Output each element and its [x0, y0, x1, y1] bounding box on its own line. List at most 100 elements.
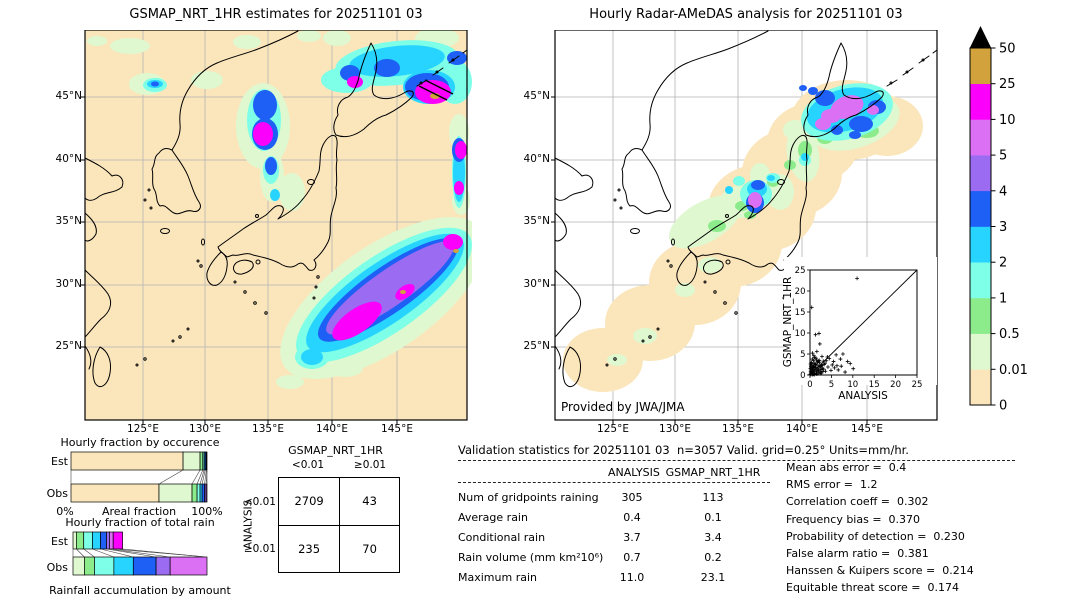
- scatter-point: [815, 360, 820, 364]
- x-tick-label: 130°E: [189, 423, 221, 435]
- stats-row-value: 0.7: [623, 550, 641, 564]
- scatter-point: [810, 357, 815, 361]
- scatter-point: [835, 363, 839, 368]
- total-rain-stacked-bars: [72, 531, 208, 576]
- y-tick-label: 35°N: [55, 215, 82, 227]
- colorbar-segment: [970, 190, 991, 227]
- stats-row: Num of gridpoints raining 305 113: [458, 487, 770, 507]
- scatter-point: [831, 359, 836, 364]
- precip-blob: [808, 87, 818, 95]
- scatter-point: [832, 365, 837, 370]
- scatter-point: [810, 351, 815, 356]
- precip-blob: [733, 176, 745, 186]
- bar-segment: [92, 531, 101, 550]
- precip-blob: [815, 90, 835, 106]
- x-tick-label: 145°E: [381, 423, 413, 435]
- cell-ny: 43: [339, 477, 400, 526]
- right-map-border: [554, 30, 938, 421]
- total-rain-fraction-chart: Hourly fraction of total rain Est Obs Ra…: [47, 516, 232, 597]
- precip-blob: [253, 122, 273, 146]
- scatter-point: [820, 369, 825, 374]
- precip-blob: [767, 175, 775, 181]
- precip-blob: [801, 153, 809, 161]
- credit-text: Provided by JWA/JMA: [561, 400, 685, 414]
- precip-blob: [725, 186, 733, 194]
- precip-blob: [279, 173, 305, 211]
- precip-blob: [744, 211, 756, 219]
- stats-row-value: 11.0: [619, 570, 645, 584]
- col-label-ge: ≥0.01: [353, 459, 387, 471]
- inset-y-ticklabel: 0: [800, 371, 805, 381]
- stats-row-value: 23.1: [700, 570, 726, 584]
- scatter-point: [814, 357, 819, 362]
- precip-blob: [323, 30, 351, 46]
- bar-segment: [113, 556, 134, 576]
- scatter-point: [821, 367, 826, 372]
- x-tick-label: 145°E: [851, 423, 883, 435]
- scatter-point: [821, 359, 826, 364]
- stats-row: Maximum rain 11.0 23.1: [458, 567, 770, 587]
- bar-segment: [112, 531, 123, 550]
- x-max-label: 100%: [191, 505, 222, 518]
- bar-segment: [100, 531, 107, 550]
- occurrence-chart-title: Hourly fraction by occurence: [61, 436, 220, 449]
- bar-segment: [191, 483, 198, 503]
- colorbar-tick-label: 0.01: [999, 363, 1028, 378]
- precip-blob: [347, 76, 363, 88]
- row-label-ge: ≥0.01: [243, 543, 276, 555]
- colorbar-segment: [970, 333, 991, 370]
- scatter-point: [814, 349, 819, 354]
- scatter-point: [814, 356, 818, 361]
- bar-segment: [201, 483, 205, 503]
- precip-blob: [233, 35, 261, 49]
- bar-segment: [205, 451, 208, 471]
- validation-title: Validation statistics for 20251101 03 n=…: [458, 443, 1015, 461]
- score-line: Equitable threat score = 0.174: [786, 581, 959, 595]
- bar-segment: [83, 531, 93, 550]
- y-tick-label: 30°N: [523, 278, 550, 290]
- precip-blob: [151, 81, 159, 87]
- left-map-title: GSMAP_NRT_1HR estimates for 20251101 03: [129, 7, 423, 22]
- stats-row-value: 0.4: [623, 510, 641, 524]
- x-tick-label: 130°E: [659, 423, 691, 435]
- scatter-point: [818, 371, 823, 376]
- colorbar-tick-label: 25: [999, 77, 1016, 92]
- skill-scores: Mean abs error = 0.4 RMS error = 1.2 Corre…: [786, 461, 974, 599]
- colorbar-tick-label: 2: [999, 256, 1007, 271]
- bar-segment: [70, 483, 160, 503]
- connector-line: [76, 548, 85, 558]
- connector-line: [92, 548, 114, 558]
- colorbar-tick-label: 3: [999, 220, 1007, 235]
- scatter-point: [845, 359, 850, 364]
- x-tick-label: 125°E: [597, 423, 629, 435]
- stats-row-label: Rain volume (mm km²10⁶): [458, 550, 604, 564]
- left-map-ticks: [81, 96, 398, 424]
- colorbar-segment: [970, 369, 991, 406]
- precip-blob: [430, 93, 440, 99]
- est-row-label: Est: [51, 455, 69, 468]
- x-tick-label: 140°E: [786, 423, 818, 435]
- precip-blob: [675, 283, 695, 297]
- contingency-table: GSMAP_NRT_1HR <0.01 ≥0.01 ANALYSIS <0.01…: [238, 440, 416, 588]
- precip-blob: [849, 116, 873, 132]
- precip-blob: [831, 125, 843, 135]
- colorbar-segment: [970, 119, 991, 156]
- scatter-point: [820, 354, 824, 359]
- cell-yn: 235: [277, 524, 341, 573]
- bar-segment: [72, 556, 85, 576]
- obs-row-label: Obs: [47, 487, 69, 500]
- scatter-point: [809, 370, 814, 375]
- inset-y-ticklabel: 25: [795, 266, 806, 276]
- y-tick-label: 40°N: [55, 153, 82, 165]
- scatter-point: [829, 368, 833, 373]
- bar-segment: [72, 531, 77, 550]
- scatter-point: [810, 367, 815, 372]
- score-line: Mean abs error = 0.4: [786, 461, 907, 474]
- bar-segment: [132, 556, 157, 576]
- stats-row: Rain volume (mm km²10⁶) 0.7 0.2: [458, 547, 770, 567]
- score-line: False alarm ratio = 0.381: [786, 546, 929, 560]
- precip-blob: [253, 90, 277, 120]
- spacer: [458, 466, 608, 479]
- colorbar-segment: [970, 83, 991, 120]
- gsmap-precip-map: [81, 30, 472, 424]
